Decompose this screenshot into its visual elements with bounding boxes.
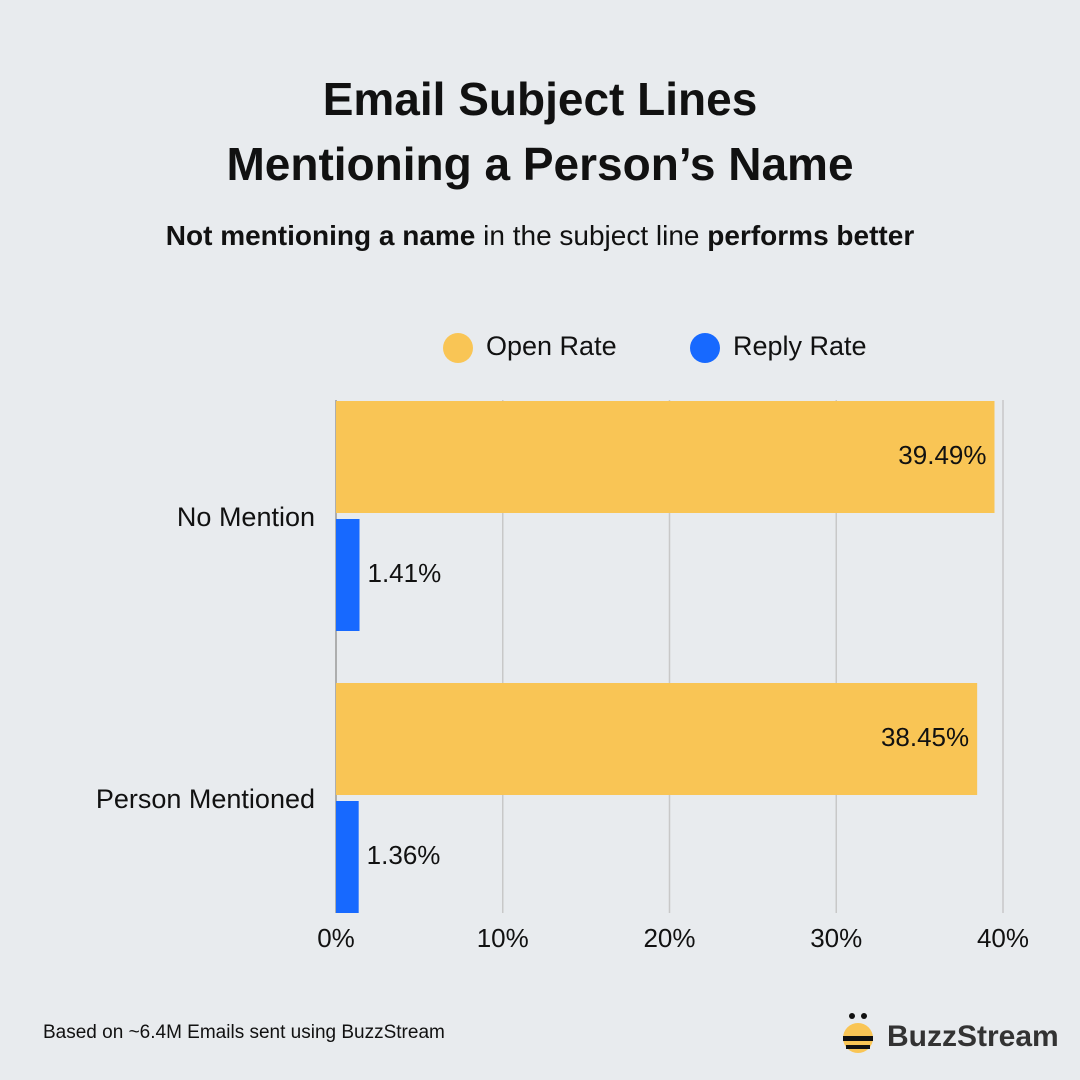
subtitle-part: in the subject line <box>475 220 708 251</box>
brand-logo <box>843 1013 873 1053</box>
legend-label: Reply Rate <box>733 331 867 361</box>
chart-title: Email Subject Lines <box>323 73 758 125</box>
footnote: Based on ~6.4M Emails sent using BuzzStr… <box>43 1022 445 1043</box>
x-tick-label: 10% <box>477 923 529 953</box>
subtitle: Not mentioning a name in the subject lin… <box>0 220 1080 252</box>
bar <box>336 519 360 631</box>
legend-swatch <box>690 333 720 363</box>
chart-title: Mentioning a Person’s Name <box>226 138 853 190</box>
subtitle-part: performs better <box>707 220 915 251</box>
bar <box>336 401 995 513</box>
x-tick-label: 20% <box>643 923 695 953</box>
bar <box>336 683 978 795</box>
x-tick-label: 40% <box>977 923 1029 953</box>
subtitle-part: Not mentioning a name <box>165 220 476 251</box>
value-label: 1.36% <box>367 840 441 870</box>
value-label: 1.41% <box>368 558 442 588</box>
value-label: 38.45% <box>881 722 969 752</box>
bar <box>336 801 359 913</box>
y-tick-label: No Mention <box>177 502 315 532</box>
legend-swatch <box>443 333 473 363</box>
x-tick-label: 30% <box>810 923 862 953</box>
y-tick-label: Person Mentioned <box>96 784 315 814</box>
brand-name: BuzzStream <box>887 1020 1059 1053</box>
legend-label: Open Rate <box>486 331 617 361</box>
x-tick-label: 0% <box>317 923 355 953</box>
value-label: 39.49% <box>898 440 986 470</box>
